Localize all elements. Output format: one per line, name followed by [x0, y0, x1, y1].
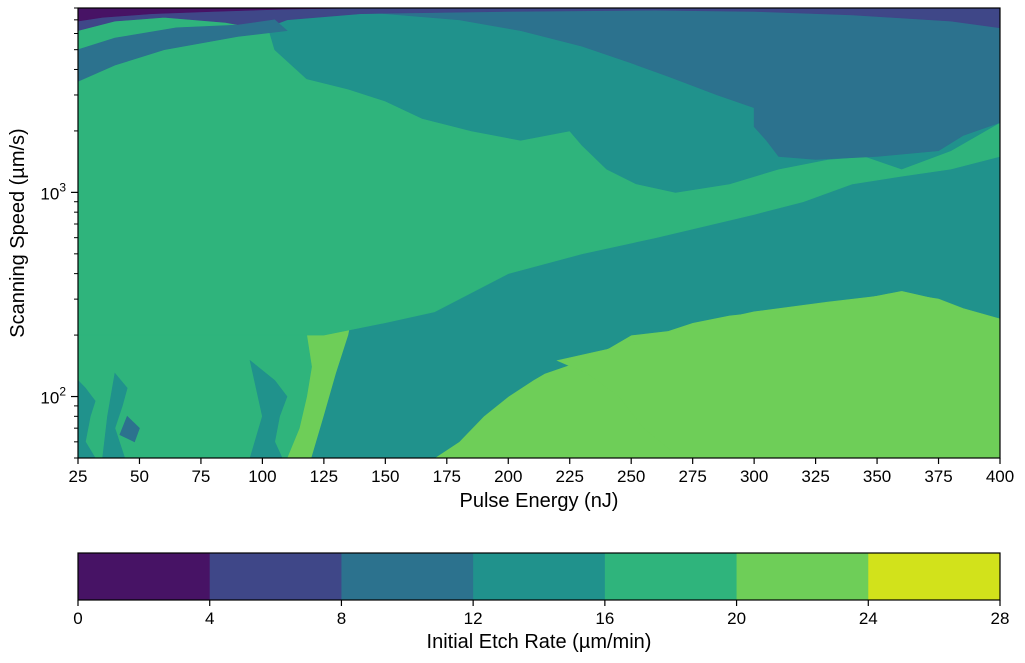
y-tick-label: 103	[40, 180, 66, 203]
x-tick-label: 25	[69, 467, 88, 486]
x-tick-label: 200	[494, 467, 522, 486]
colorbar-label: Initial Etch Rate (µm/min)	[427, 631, 652, 653]
x-axis-title: Pulse Energy (nJ)	[460, 490, 619, 512]
colorbar-tick-label: 0	[73, 609, 82, 628]
x-tick-label: 50	[130, 467, 149, 486]
contour-regions	[0, 0, 1025, 458]
x-tick-label: 350	[863, 467, 891, 486]
x-tick-label: 150	[371, 467, 399, 486]
colorbar: 0 4 8 12 16 20 24 28	[73, 553, 1009, 628]
colorbar-segment-3	[473, 553, 605, 600]
colorbar-tick-label: 8	[337, 609, 346, 628]
x-tick-label: 275	[678, 467, 706, 486]
x-tick-label: 325	[801, 467, 829, 486]
x-tick-label: 75	[191, 467, 210, 486]
colorbar-tick-label: 4	[205, 609, 214, 628]
x-tick-label: 175	[433, 467, 461, 486]
x-tick-label: 250	[617, 467, 645, 486]
x-tick-label: 400	[986, 467, 1014, 486]
colorbar-segment-1	[210, 553, 342, 600]
colorbar-segment-0	[78, 553, 210, 600]
colorbar-tick-label: 12	[464, 609, 483, 628]
x-tick-label: 375	[924, 467, 952, 486]
colorbar-segment-5	[737, 553, 869, 600]
colorbar-tick-label: 28	[991, 609, 1010, 628]
y-tick-label: 102	[40, 385, 66, 408]
x-tick-label: 100	[248, 467, 276, 486]
x-tick-label: 125	[310, 467, 338, 486]
colorbar-segment-6	[868, 553, 1000, 600]
x-tick-label: 300	[740, 467, 768, 486]
colorbar-segment-4	[605, 553, 737, 600]
colorbar-tick-label: 24	[859, 609, 878, 628]
x-tick-label: 225	[556, 467, 584, 486]
colorbar-tick-label: 20	[727, 609, 746, 628]
y-axis: 102 103	[40, 8, 78, 458]
plot-area	[0, 0, 1025, 458]
x-axis: 25 50 75 100 125 150 175 200 225 250 275 300 325 350 3…	[69, 458, 1015, 486]
colorbar-tick-label: 16	[595, 609, 614, 628]
colorbar-segment-2	[341, 553, 473, 600]
y-axis-title: Scanning Speed (µm/s)	[7, 128, 29, 337]
